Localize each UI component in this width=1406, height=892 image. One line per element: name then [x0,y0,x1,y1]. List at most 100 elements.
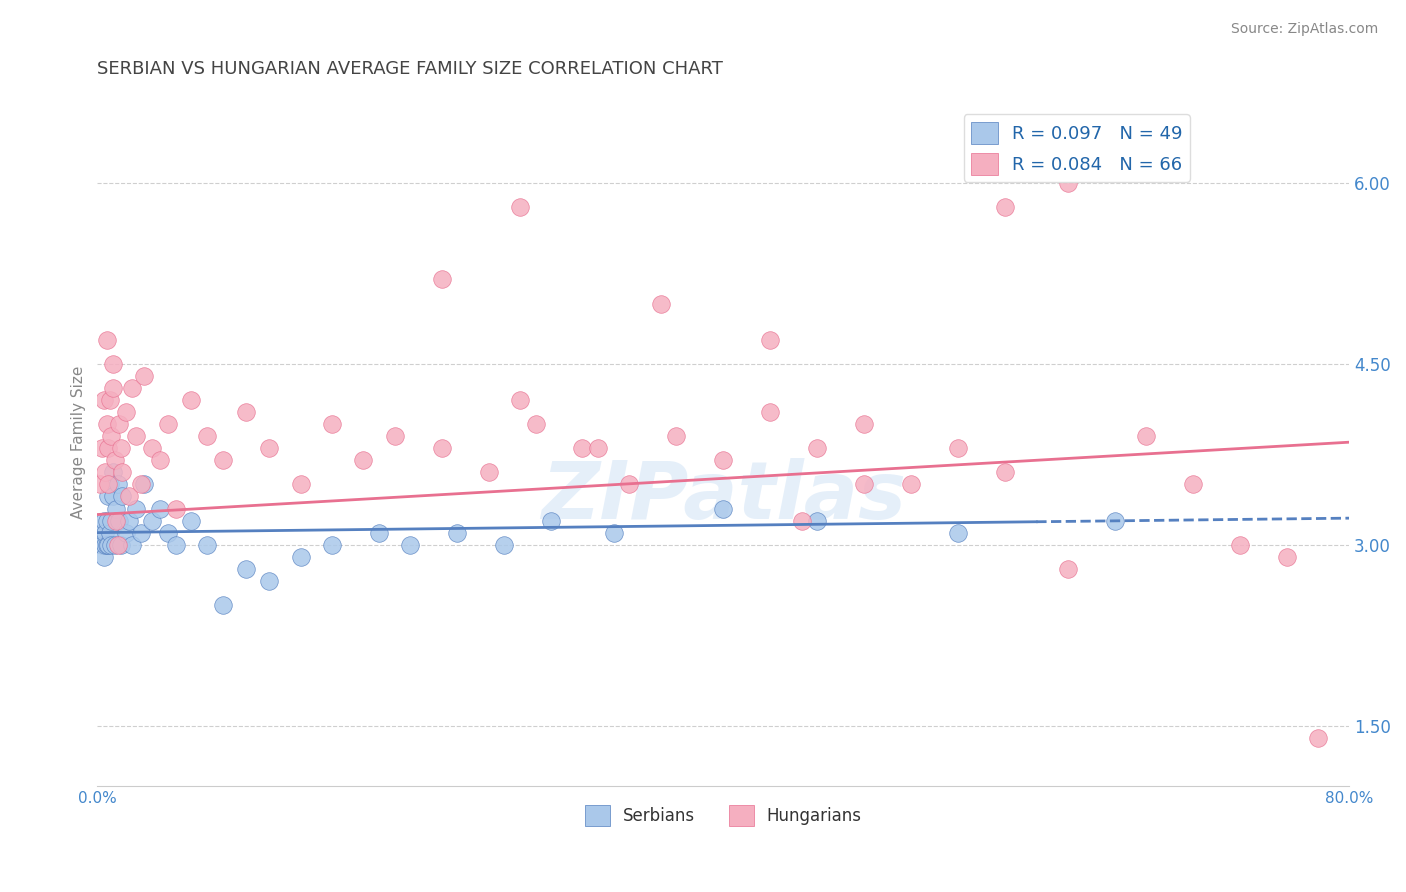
Point [571,441,593,455]
Y-axis label: Average Family Size: Average Family Size [72,366,86,519]
Point [1056,562,1078,576]
Point [100,514,122,528]
Point [96,538,118,552]
Point [180,392,202,407]
Point [165,538,187,552]
Point [430,272,453,286]
Point [509,392,531,407]
Point [165,501,187,516]
Point [114,405,136,419]
Point [946,525,969,540]
Point [994,200,1017,214]
Point [89,525,111,540]
Point [107,477,129,491]
Point [321,538,343,552]
Point [259,441,281,455]
Point [98,525,121,540]
Point [321,417,343,431]
Point [368,525,391,540]
Point [509,200,531,214]
Point [108,514,131,528]
Point [1056,176,1078,190]
Point [195,538,218,552]
Point [110,538,132,552]
Point [103,453,125,467]
Text: ZIPatlas: ZIPatlas [541,458,905,536]
Point [89,477,111,491]
Point [759,333,782,347]
Point [97,490,120,504]
Point [853,417,876,431]
Point [446,525,468,540]
Point [399,538,422,552]
Point [107,538,129,552]
Point [290,549,312,564]
Text: Source: ZipAtlas.com: Source: ZipAtlas.com [1230,22,1378,37]
Point [141,441,163,455]
Point [290,477,312,491]
Point [103,538,125,552]
Point [211,598,233,612]
Point [94,466,117,480]
Point [477,466,499,480]
Point [650,296,672,310]
Point [603,525,626,540]
Point [540,514,562,528]
Point [235,405,257,419]
Point [946,441,969,455]
Point [97,538,120,552]
Point [96,514,118,528]
Point [156,525,179,540]
Point [129,477,152,491]
Point [141,514,163,528]
Point [665,429,688,443]
Point [711,501,734,516]
Point [108,417,131,431]
Point [105,514,128,528]
Point [1104,514,1126,528]
Point [149,501,172,516]
Point [94,538,117,552]
Point [156,417,179,431]
Point [91,441,114,455]
Point [900,477,922,491]
Point [117,490,139,504]
Point [105,501,128,516]
Point [235,562,257,576]
Point [94,525,117,540]
Point [125,429,148,443]
Point [806,514,828,528]
Point [134,477,156,491]
Point [586,441,609,455]
Point [97,441,120,455]
Point [111,490,134,504]
Point [759,405,782,419]
Point [259,574,281,588]
Point [98,392,121,407]
Point [98,477,121,491]
Point [134,368,156,383]
Point [430,441,453,455]
Point [121,538,143,552]
Point [352,453,374,467]
Point [211,453,233,467]
Point [149,453,172,467]
Point [114,525,136,540]
Point [1306,731,1329,745]
Legend: Serbians, Hungarians: Serbians, Hungarians [578,798,869,832]
Point [1135,429,1157,443]
Point [101,357,124,371]
Point [806,441,828,455]
Point [1229,538,1251,552]
Point [853,477,876,491]
Point [711,453,734,467]
Point [524,417,547,431]
Point [97,477,120,491]
Point [121,381,143,395]
Point [111,466,134,480]
Point [91,538,114,552]
Point [100,429,122,443]
Point [93,514,115,528]
Point [994,466,1017,480]
Point [619,477,641,491]
